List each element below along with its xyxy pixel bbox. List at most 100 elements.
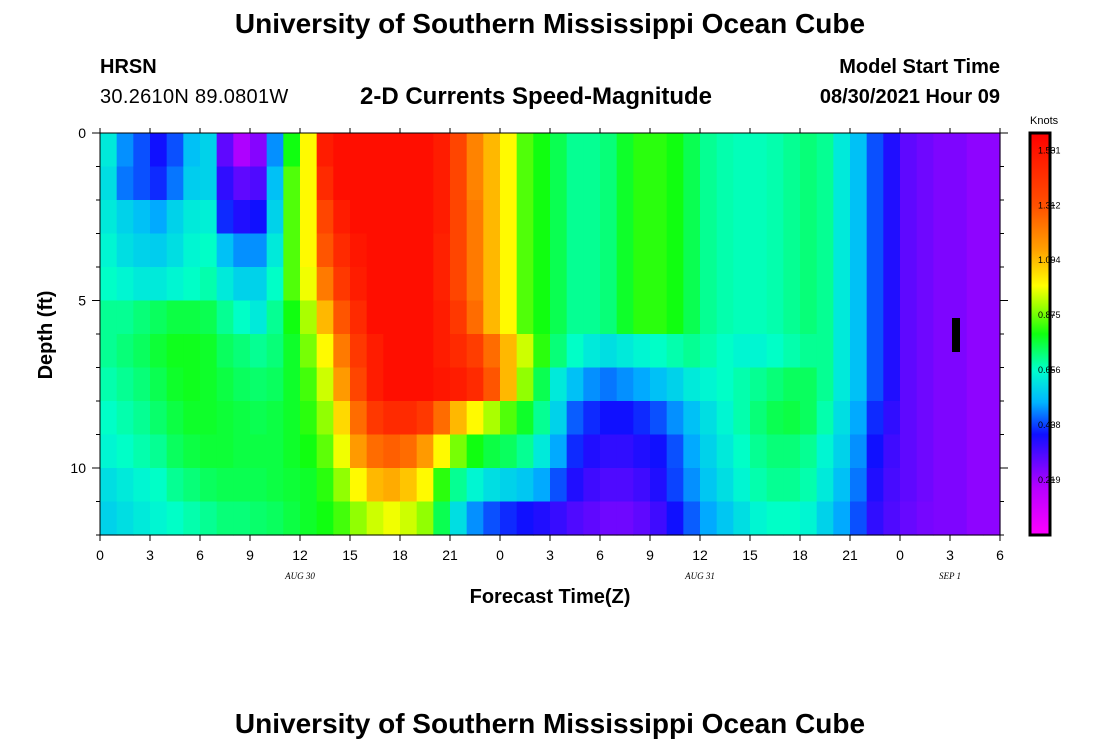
heat-cell <box>616 434 634 469</box>
heat-cell <box>116 367 134 402</box>
heat-cell <box>150 300 168 335</box>
heat-cell <box>650 501 668 536</box>
colorbar <box>1028 131 1052 537</box>
heat-cell <box>800 300 818 335</box>
heat-cell <box>483 267 501 302</box>
heat-cell <box>333 300 351 335</box>
heat-cell <box>166 267 184 302</box>
heat-cell <box>966 334 984 369</box>
heat-cell <box>750 367 768 402</box>
heat-cell <box>683 300 701 335</box>
heat-cell <box>550 133 568 168</box>
station-name: HRSN <box>100 56 157 78</box>
heat-cell <box>966 501 984 536</box>
heat-cell <box>566 468 584 503</box>
heat-cell <box>516 501 534 536</box>
heat-cell <box>100 200 118 235</box>
heat-cell <box>100 468 118 503</box>
heat-cell <box>516 233 534 268</box>
heat-cell <box>816 133 834 168</box>
heat-cell <box>266 300 284 335</box>
heat-cell <box>566 200 584 235</box>
heat-cell <box>583 200 601 235</box>
heat-cell <box>833 501 851 536</box>
heat-cell <box>366 367 384 402</box>
heat-cell <box>550 434 568 469</box>
heat-cell <box>316 401 334 436</box>
heat-cell <box>233 300 251 335</box>
heat-cell <box>183 401 201 436</box>
heat-cell <box>133 233 151 268</box>
heat-cell <box>916 468 934 503</box>
heat-cell <box>350 133 368 168</box>
heat-cell <box>216 367 234 402</box>
heat-cell <box>533 367 551 402</box>
heat-cell <box>266 401 284 436</box>
heat-cell <box>200 267 218 302</box>
heat-cell <box>666 434 684 469</box>
heat-cell <box>233 166 251 201</box>
heat-cell <box>366 300 384 335</box>
heat-cell <box>783 501 801 536</box>
heat-cell <box>850 434 868 469</box>
heat-cell <box>750 166 768 201</box>
heat-cell <box>816 334 834 369</box>
page-title: University of Southern Mississippi Ocean… <box>234 8 866 39</box>
x-tick-label: 6 <box>596 547 604 563</box>
heat-cell <box>733 133 751 168</box>
heat-cell <box>633 434 651 469</box>
heat-cell <box>750 434 768 469</box>
heat-cell <box>250 434 268 469</box>
heat-cell <box>916 367 934 402</box>
heat-cell <box>583 401 601 436</box>
heat-cell <box>516 166 534 201</box>
heat-cell <box>250 200 268 235</box>
heat-cell <box>416 133 434 168</box>
heat-cell <box>333 166 351 201</box>
heat-cell <box>600 401 618 436</box>
heat-cell <box>316 267 334 302</box>
colorbar-tick-label: 1.531 <box>1038 145 1061 155</box>
heat-cell <box>266 334 284 369</box>
heat-cell <box>633 200 651 235</box>
heat-cell <box>983 468 1001 503</box>
heat-cell <box>600 334 618 369</box>
heat-cell <box>450 334 468 369</box>
heat-cell <box>766 468 784 503</box>
heat-cell <box>916 501 934 536</box>
heat-cell <box>916 166 934 201</box>
heat-cell <box>183 133 201 168</box>
x-tick-label: 0 <box>496 547 504 563</box>
heat-cell <box>150 133 168 168</box>
heat-cell <box>933 401 951 436</box>
heat-cell <box>450 401 468 436</box>
heat-cell <box>100 267 118 302</box>
heat-cell <box>550 300 568 335</box>
heat-cell <box>416 300 434 335</box>
heat-cell <box>533 267 551 302</box>
heat-cell <box>183 367 201 402</box>
heat-cell <box>500 434 518 469</box>
heat-cell <box>800 166 818 201</box>
colorbar-ticks: 1.531 1.312 1.094 0.875 0.656 0.438 0.219 <box>1038 145 1061 485</box>
heat-cell <box>433 468 451 503</box>
heat-cell <box>333 468 351 503</box>
x-tick-label: 3 <box>946 547 954 563</box>
heat-cell <box>183 267 201 302</box>
heat-cell <box>483 334 501 369</box>
heat-cell <box>600 267 618 302</box>
heat-cell <box>200 401 218 436</box>
heat-cell <box>466 233 484 268</box>
heat-cell <box>316 200 334 235</box>
heat-cell <box>633 166 651 201</box>
heat-cell <box>950 367 968 402</box>
model-start-label: Model Start Time <box>839 56 1000 78</box>
heat-cell <box>583 468 601 503</box>
heat-cell <box>983 367 1001 402</box>
heat-cell <box>500 300 518 335</box>
heat-cell <box>216 233 234 268</box>
heat-cell <box>883 401 901 436</box>
heat-cell <box>350 200 368 235</box>
heat-cell <box>883 501 901 536</box>
heat-cell <box>916 401 934 436</box>
